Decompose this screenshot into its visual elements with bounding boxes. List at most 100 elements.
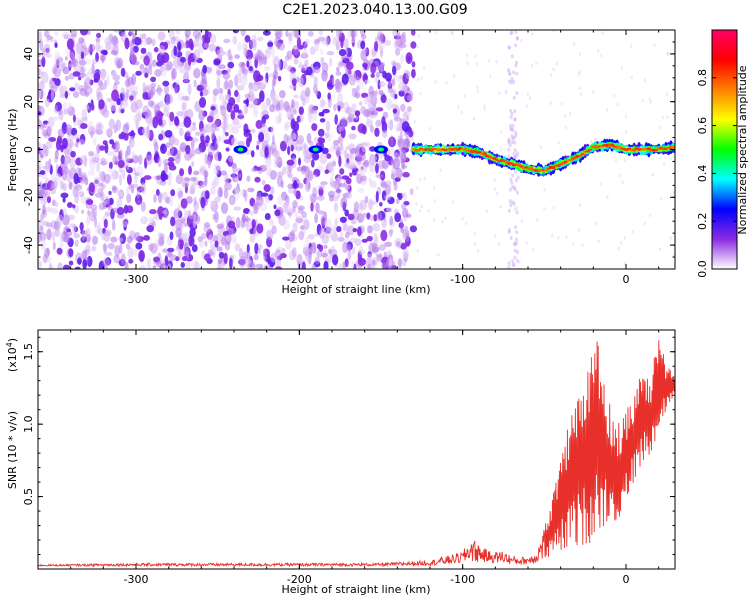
heat-cell [306,133,312,144]
heat-cell [99,191,105,202]
heat-cell [157,156,162,168]
heat-cell [504,90,507,95]
heat-cell [38,68,41,76]
heat-cell [495,59,498,64]
heat-cell [226,123,235,133]
heat-cell [349,147,358,154]
heat-cell [353,263,357,269]
heat-cell [168,195,174,207]
heat-cell [275,40,282,48]
heat-cell [62,207,67,217]
heat-cell [311,123,318,131]
y-tick-label: 1.5 [22,343,35,361]
heat-cell [332,36,340,47]
heat-cell [120,253,126,265]
ridge-cell [509,162,514,165]
heat-cell [195,131,201,136]
heat-cell [398,148,406,160]
heat-cell [203,42,210,49]
heat-cell [302,246,311,256]
heat-cell [525,104,529,108]
heat-cell [298,157,302,166]
colorbar-ticks: 0.0 0.2 0.4 0.6 0.8 [696,69,737,278]
heat-cell [91,62,95,75]
heat-cell [144,72,149,78]
heat-cell [402,171,410,178]
heat-cell [267,257,271,265]
heat-cell [268,219,275,227]
heat-cell [360,30,366,37]
heat-cell [235,72,242,84]
heat-cell [114,245,121,257]
heat-cell [384,72,392,82]
heat-cell [101,53,105,64]
heat-cell [346,161,355,168]
heat-cell [140,216,148,225]
heat-cell [181,95,189,101]
heat-cell [351,87,358,93]
heat-cell [314,212,318,224]
heat-cell [323,260,329,269]
heat-cell [339,216,347,223]
heat-cell [509,203,513,208]
heat-cell [394,47,401,56]
heat-cell [325,120,331,132]
snr-y-ticks: 0.5 1.0 1.5 [22,336,675,556]
heat-cell [346,116,353,123]
heat-cell [54,149,59,160]
heat-cell [365,118,373,128]
heat-cell [66,201,73,208]
heat-cell [199,128,207,136]
heat-cell [212,88,220,96]
heat-cell [415,202,418,206]
heat-cell [169,231,174,241]
heat-cell [281,60,288,70]
heat-cell [60,61,67,69]
heat-cell [42,123,47,129]
heat-cell [199,168,206,173]
snr-frame [37,329,676,570]
heat-cell [91,157,100,163]
heat-cell [324,169,330,175]
heat-cell [122,123,130,134]
heat-cell [648,97,652,102]
heat-cell [334,78,341,90]
heat-cell [238,248,243,258]
heat-cell [144,114,153,125]
heat-cell [126,89,130,99]
heat-cell [216,223,224,230]
heat-cell [192,137,199,143]
heat-cell [234,54,240,59]
heat-cell [595,221,598,226]
heat-cell [390,173,395,180]
heat-cell [384,40,391,46]
heat-cell [332,77,336,87]
heat-cell [129,30,135,36]
heat-cell [165,142,171,149]
heat-cell [104,263,108,269]
heat-cell [511,123,515,128]
heat-cell [179,168,185,177]
heat-cell [157,238,165,247]
heat-cell [70,127,78,136]
heat-cell [672,191,675,195]
heat-cell [375,163,379,174]
heat-cell [578,70,582,74]
heat-cell [578,86,581,91]
heat-cell [301,64,308,72]
heat-cell [416,45,419,49]
heat-cell [536,218,539,222]
heat-cell [95,121,104,133]
heat-cell [61,137,68,149]
heat-cell [81,250,88,260]
heat-cell [70,52,75,60]
heat-cell [347,213,355,221]
heat-cell [84,104,90,111]
heat-cell [77,76,82,81]
heat-cell [261,102,269,112]
heat-cell [87,120,94,132]
heat-cell [509,31,513,36]
heat-cell [335,30,343,38]
heat-cell [581,243,584,247]
heat-cell [223,252,228,265]
